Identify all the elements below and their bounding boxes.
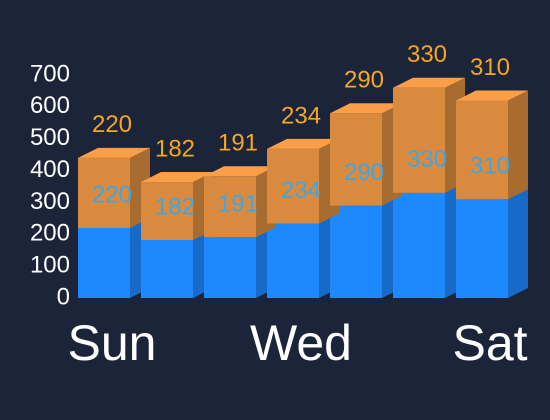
y-tick-label: 600 [30, 92, 70, 119]
bar [78, 157, 130, 228]
value-label: 310 [470, 54, 510, 81]
bar [330, 113, 382, 206]
x-tick-label: Sun [68, 315, 157, 371]
y-tick-label: 300 [30, 188, 70, 215]
bar-top [204, 166, 276, 177]
bar [267, 148, 319, 224]
value-label: 234 [281, 102, 321, 129]
y-tick-label: 700 [30, 60, 70, 87]
bar-top [456, 90, 528, 101]
value-label: 330 [407, 146, 447, 173]
value-label: 290 [344, 67, 384, 94]
value-label: 234 [281, 177, 321, 204]
x-tick-label: Sat [452, 315, 527, 371]
value-label: 182 [155, 193, 195, 220]
value-label: 310 [470, 153, 510, 180]
bar [456, 100, 508, 200]
bar [141, 240, 193, 298]
bar-side [508, 189, 528, 298]
bar [267, 223, 319, 298]
bar [330, 205, 382, 298]
bar [204, 176, 256, 238]
value-label: 330 [407, 41, 447, 68]
bar [456, 199, 508, 298]
value-label: 220 [92, 181, 132, 208]
value-label: 290 [344, 159, 384, 186]
bar [393, 87, 445, 193]
value-label: 220 [92, 111, 132, 138]
y-tick-label: 0 [57, 283, 70, 310]
bar [78, 227, 130, 298]
value-label: 191 [218, 190, 258, 217]
bar-top [141, 172, 213, 183]
bar [141, 182, 193, 241]
y-tick-label: 500 [30, 124, 70, 151]
bar-top [78, 147, 150, 158]
value-label: 191 [218, 130, 258, 157]
y-tick-label: 200 [30, 220, 70, 247]
bar-top [330, 103, 402, 114]
bar-top [267, 138, 339, 149]
y-tick-label: 400 [30, 156, 70, 183]
value-label: 182 [155, 135, 195, 162]
y-tick-label: 100 [30, 251, 70, 278]
bar-top [393, 77, 465, 88]
bar [204, 237, 256, 298]
bar [393, 192, 445, 298]
bar-side [508, 90, 528, 200]
x-tick-label: Wed [250, 315, 352, 371]
